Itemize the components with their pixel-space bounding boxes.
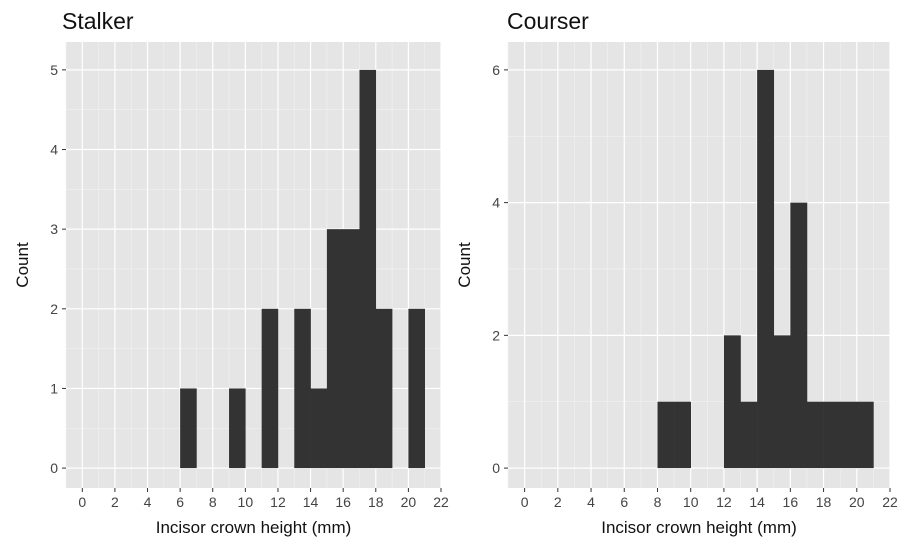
x-tick-label: 6 <box>176 494 184 510</box>
histogram-bar <box>326 229 344 469</box>
histogram-bars <box>657 69 874 469</box>
histogram-bar <box>806 401 824 469</box>
histogram-bar <box>723 335 741 469</box>
x-tick-label: 16 <box>335 494 351 510</box>
x-tick-label: 22 <box>882 494 898 510</box>
x-tick-label: 2 <box>111 494 119 510</box>
x-tick-label: 0 <box>521 494 529 510</box>
y-tick-label: 2 <box>50 301 58 317</box>
x-tick-label: 22 <box>433 494 449 510</box>
x-tick-label: 8 <box>654 494 662 510</box>
stalker-chart: Stalker 0 2 4 6 8 10 12 14 16 18 20 22 0 1 2 3 4 5 Incisor… <box>13 8 449 537</box>
x-tick-label: 20 <box>849 494 865 510</box>
histogram-bar <box>773 335 791 469</box>
histogram-bar <box>375 308 393 469</box>
x-tick-label: 2 <box>554 494 562 510</box>
y-tick-label: 3 <box>50 221 58 237</box>
histogram-bar <box>310 388 328 469</box>
y-axis-title: Count <box>455 242 474 288</box>
histogram-bar <box>229 388 246 469</box>
x-tick-label: 4 <box>144 494 152 510</box>
histogram-bar <box>408 308 425 469</box>
histogram-bar <box>740 401 758 469</box>
y-tick-label: 4 <box>50 142 58 158</box>
histogram-bar <box>674 401 691 469</box>
histogram-bar <box>294 308 311 469</box>
x-axis-title: Incisor crown height (mm) <box>156 518 352 537</box>
x-axis: 0 2 4 6 8 10 12 14 16 18 20 22 <box>78 488 449 510</box>
y-tick-label: 4 <box>492 195 500 211</box>
y-axis: 0 1 2 3 4 5 <box>50 62 66 476</box>
x-tick-label: 10 <box>238 494 254 510</box>
histogram-bars <box>180 69 425 469</box>
histogram-bar <box>840 401 858 469</box>
histogram-bar <box>261 308 279 469</box>
y-tick-label: 5 <box>50 62 58 78</box>
histogram-bar <box>856 401 874 469</box>
histogram-bar <box>657 401 675 469</box>
x-tick-label: 18 <box>816 494 832 510</box>
x-axis-title: Incisor crown height (mm) <box>601 518 797 537</box>
chart-title: Courser <box>507 8 589 34</box>
histogram-bar <box>343 229 360 469</box>
x-tick-label: 18 <box>368 494 384 510</box>
courser-plot: 0 2 4 6 8 10 12 14 16 18 20 22 0 2 4 6 Incisor crown hei… <box>455 42 898 537</box>
histogram-bar <box>359 69 377 469</box>
y-axis-title: Count <box>13 242 32 288</box>
histogram-bar <box>757 69 775 469</box>
courser-chart: Courser 0 2 4 6 8 10 12 14 16 18 20 22 0 2 4 6 Incisor c… <box>455 0 914 543</box>
y-tick-label: 1 <box>50 380 58 396</box>
histogram-bar <box>823 401 841 469</box>
x-tick-label: 16 <box>783 494 799 510</box>
y-tick-label: 2 <box>492 327 500 343</box>
x-tick-label: 10 <box>683 494 699 510</box>
x-tick-label: 12 <box>270 494 286 510</box>
x-tick-label: 20 <box>401 494 417 510</box>
histogram-bar <box>790 202 808 469</box>
chart-title: Stalker <box>62 8 134 34</box>
x-tick-label: 14 <box>749 494 765 510</box>
y-tick-label: 0 <box>492 460 500 476</box>
x-tick-label: 0 <box>78 494 86 510</box>
histogram-bar <box>180 388 197 469</box>
y-axis: 0 2 4 6 <box>492 62 508 476</box>
x-axis: 0 2 4 6 8 10 12 14 16 18 20 22 <box>521 488 898 510</box>
x-tick-label: 6 <box>620 494 628 510</box>
x-tick-label: 14 <box>303 494 319 510</box>
x-tick-label: 4 <box>587 494 595 510</box>
y-tick-label: 6 <box>492 62 500 78</box>
y-tick-label: 0 <box>50 460 58 476</box>
x-tick-label: 8 <box>209 494 217 510</box>
x-tick-label: 12 <box>716 494 732 510</box>
